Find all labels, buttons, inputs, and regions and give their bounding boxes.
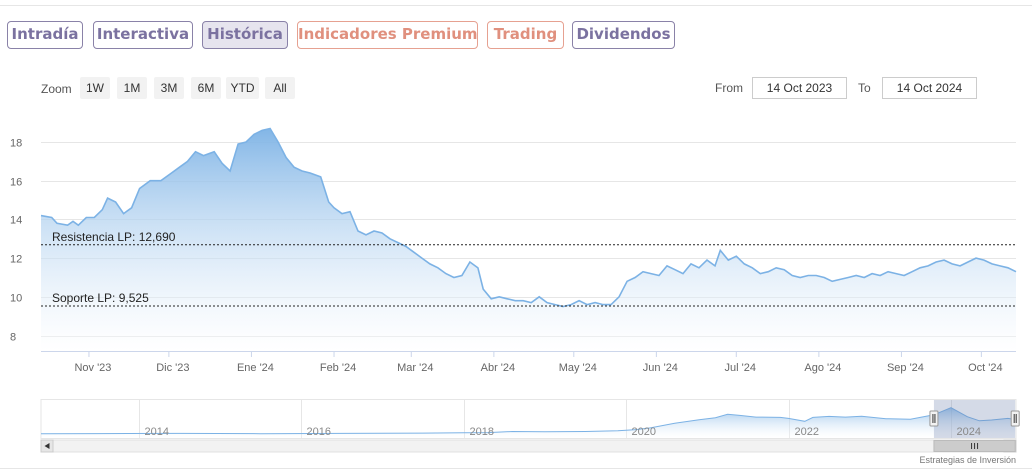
- zoom-all-button[interactable]: All: [265, 77, 295, 99]
- zoom-1w-button[interactable]: 1W: [80, 77, 110, 99]
- navigator-year-label: 2024: [957, 426, 981, 438]
- scrollbar-grip-icon: [971, 443, 979, 449]
- zoom-label: Zoom: [41, 82, 72, 96]
- x-tick-label: Ene '24: [237, 362, 274, 374]
- navigator-selection[interactable]: [933, 400, 1016, 438]
- x-tick-label: Ago '24: [804, 362, 841, 374]
- scroll-left-arrow-icon: [44, 443, 50, 449]
- credit-text: Estrategias de Inversión: [919, 455, 1016, 465]
- range-from-input[interactable]: [752, 77, 847, 99]
- x-tick-label: Jun '24: [643, 362, 678, 374]
- y-tick-label: 10: [10, 293, 22, 305]
- range-from-label: From: [715, 81, 743, 95]
- navigator-year-label: 2018: [470, 426, 494, 438]
- y-tick-label: 16: [10, 177, 22, 189]
- y-tick-label: 12: [10, 254, 22, 266]
- price-area: [41, 128, 1016, 351]
- y-tick-label: 18: [10, 138, 22, 150]
- range-to-input[interactable]: [882, 77, 977, 99]
- tab-dividendos[interactable]: Dividendos: [572, 21, 675, 49]
- navigator-year-label: 2022: [795, 426, 819, 438]
- x-tick-label: Abr '24: [481, 362, 516, 374]
- price-line: [40, 127, 1017, 308]
- tab-intradia[interactable]: Intradía: [7, 21, 83, 49]
- x-tick-label: Dic '23: [156, 362, 189, 374]
- range-to-label: To: [858, 81, 871, 95]
- tab-interactiva[interactable]: Interactiva: [93, 21, 193, 49]
- tab-indicadores-premium[interactable]: Indicadores Premium: [297, 21, 478, 49]
- support-resistance-lines: Resistencia LP: 12,690 Soporte LP: 9,525: [41, 230, 1016, 307]
- annotation-label-0: Resistencia LP: 12,690: [52, 230, 176, 244]
- zoom-6m-button[interactable]: 6M: [191, 77, 221, 99]
- x-tick-label: Nov '23: [74, 362, 111, 374]
- navigator-right-handle[interactable]: [1010, 410, 1020, 427]
- x-tick-label: Mar '24: [397, 362, 433, 374]
- navigator[interactable]: 2014 2016 2018 2020 2022 2024: [40, 399, 1020, 453]
- y-axis: 8 10 12 14 16 18: [10, 138, 22, 344]
- navigator-left-handle[interactable]: [929, 410, 939, 427]
- tab-historica[interactable]: Histórica: [202, 21, 288, 49]
- y-tick-label: 14: [10, 215, 22, 227]
- x-tick-label: Oct '24: [968, 362, 1003, 374]
- navigator-year-label: 2020: [632, 426, 656, 438]
- x-tick-label: Feb '24: [320, 362, 356, 374]
- x-axis: Nov '23 Dic '23 Ene '24 Feb '24 Mar '24 Abr '…: [74, 351, 1003, 374]
- tab-bar: Intradía Interactiva Histórica Indicador…: [0, 5, 1032, 58]
- zoom-3m-button[interactable]: 3M: [154, 77, 184, 99]
- navigator-year-label: 2016: [307, 426, 331, 438]
- navigator-area: [41, 407, 1016, 438]
- x-tick-label: Jul '24: [725, 362, 756, 374]
- navigator-year-labels: 2014 2016 2018 2020 2022 2024: [145, 426, 981, 438]
- y-tick-label: 8: [10, 332, 16, 344]
- navigator-year-label: 2014: [145, 426, 169, 438]
- bottom-divider: [0, 468, 1032, 469]
- annotation-label-1: Soporte LP: 9,525: [52, 291, 149, 305]
- scrollbar-track[interactable]: [40, 439, 1017, 453]
- zoom-ytd-button[interactable]: YTD: [226, 77, 259, 99]
- x-tick-label: Sep '24: [887, 362, 924, 374]
- x-tick-label: May '24: [559, 362, 597, 374]
- zoom-1m-button[interactable]: 1M: [117, 77, 147, 99]
- tab-trading[interactable]: Trading: [487, 21, 564, 49]
